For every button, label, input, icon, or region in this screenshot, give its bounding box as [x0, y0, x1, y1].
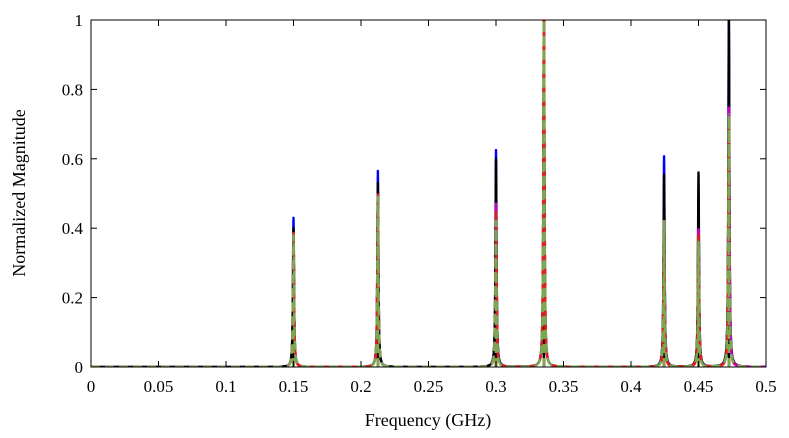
y-tick-label: 0.4	[62, 219, 84, 238]
x-tick-label: 0.3	[485, 377, 506, 396]
x-tick-label: 0.05	[144, 377, 174, 396]
x-tick-labels: 0 0.05 0.1 0.15 0.2 0.25 0.3 0.35 0.4 0.45 0.5	[87, 377, 777, 396]
x-tick-label: 0.15	[279, 377, 309, 396]
y-tick-labels: 0 0.2 0.4 0.6 0.8 1	[62, 11, 84, 377]
y-tick-label: 0	[75, 358, 84, 377]
ticks-layer	[90, 19, 767, 368]
y-axis-label: Normalized Magnitude	[9, 109, 29, 276]
x-tick-label: 0	[87, 377, 96, 396]
x-tick-label: 0.5	[755, 377, 776, 396]
x-tick-label: 0.35	[549, 377, 579, 396]
y-tick-label: 0.2	[62, 289, 83, 308]
x-tick-label: 0.45	[684, 377, 714, 396]
x-tick-label: 0.2	[350, 377, 371, 396]
x-tick-label: 0.25	[414, 377, 444, 396]
y-tick-label: 1	[75, 11, 84, 30]
x-tick-label: 0.1	[215, 377, 236, 396]
y-tick-label: 0.6	[62, 150, 83, 169]
x-tick-label: 0.4	[620, 377, 642, 396]
series-layer	[91, 20, 766, 367]
x-axis-label: Frequency (GHz)	[365, 410, 491, 431]
y-tick-label: 0.8	[62, 80, 83, 99]
